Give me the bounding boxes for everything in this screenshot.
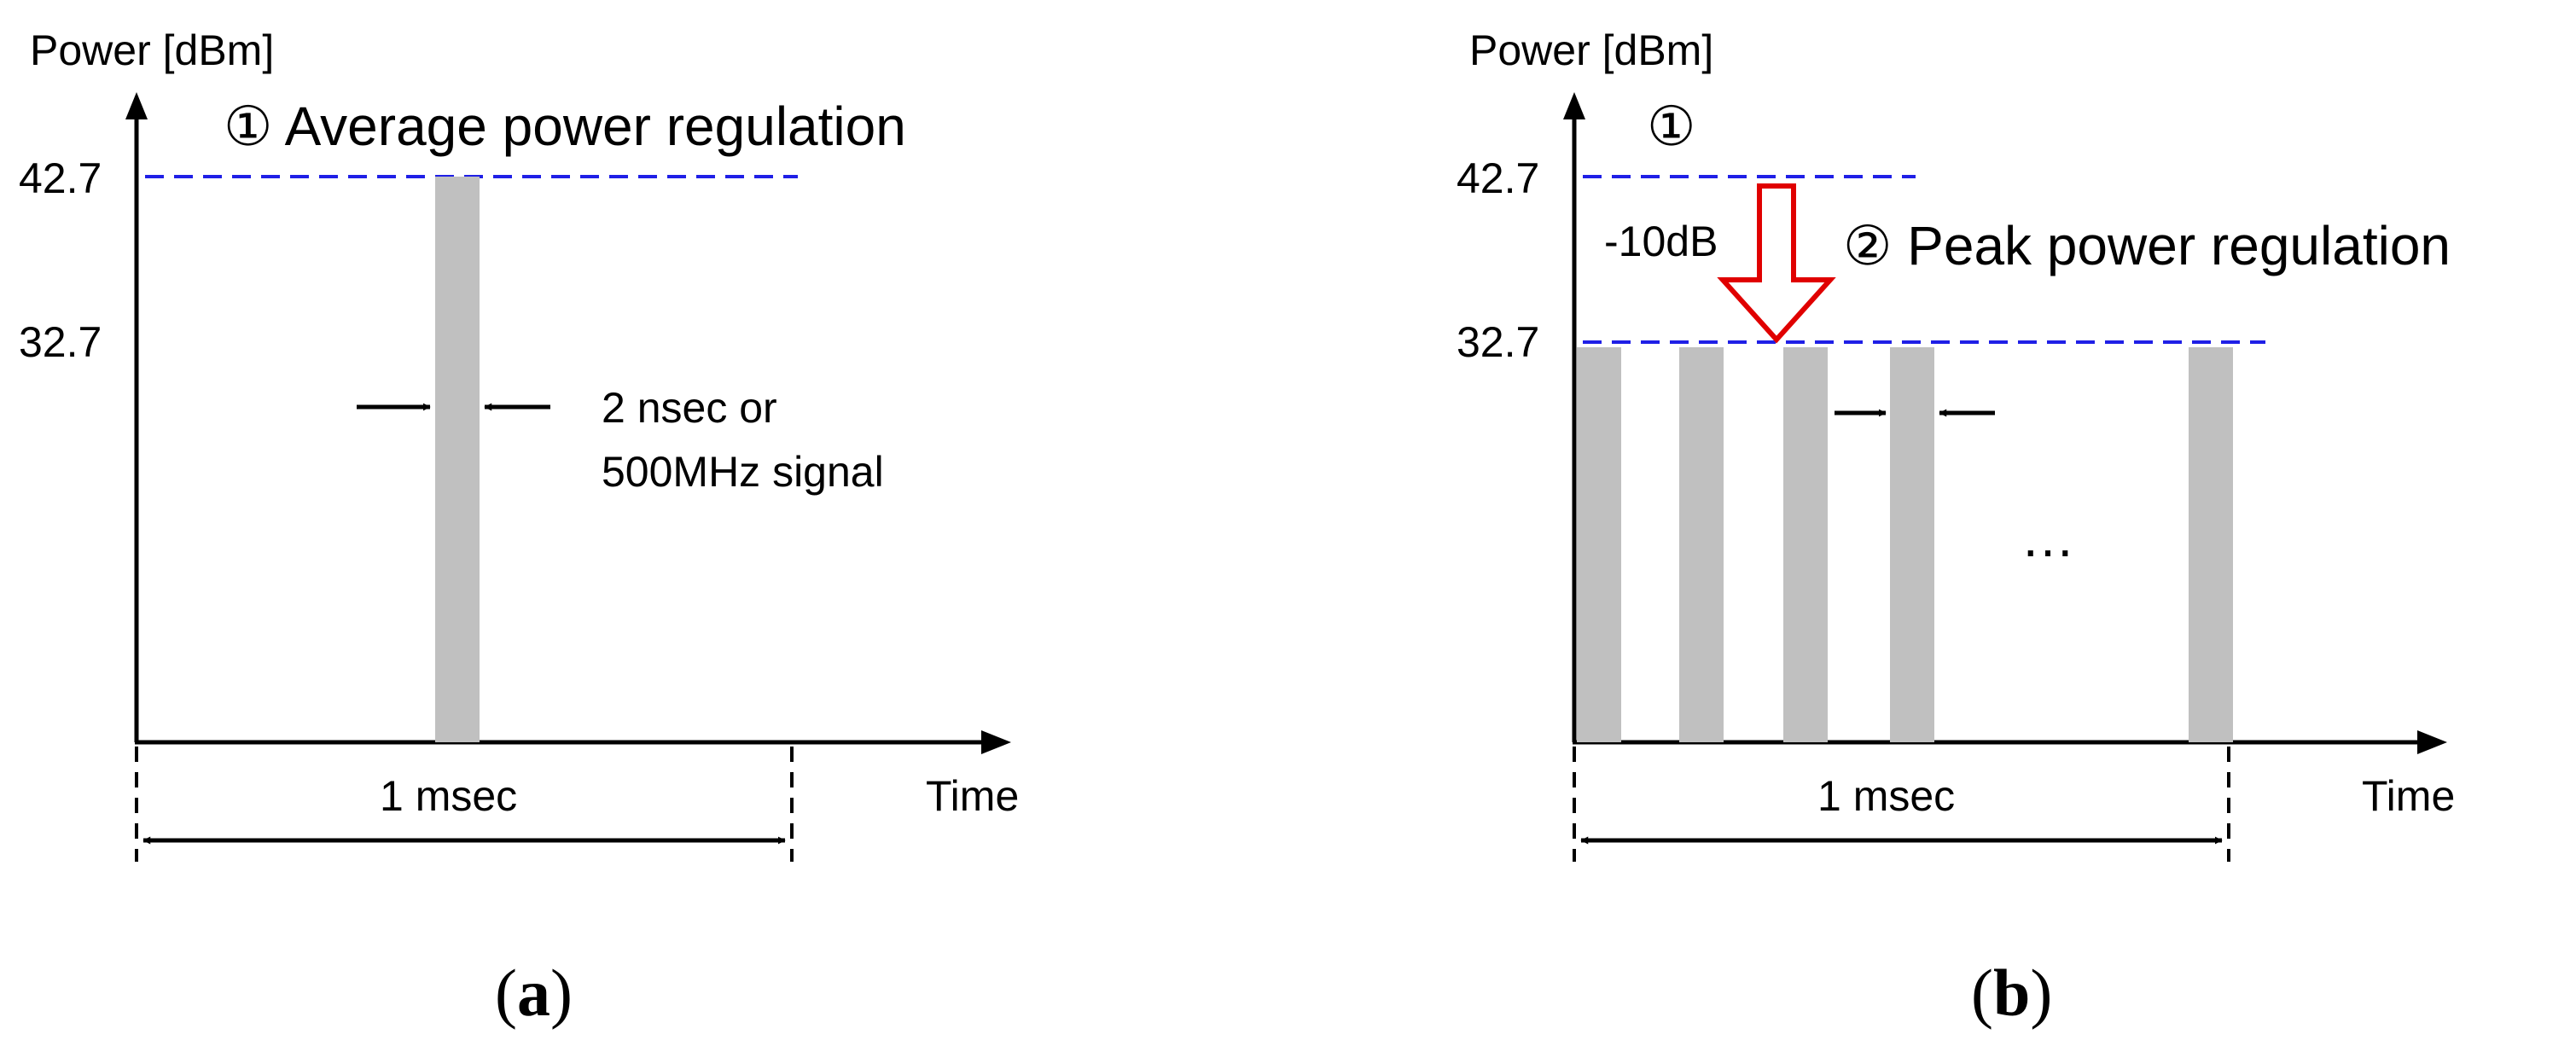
panel-b-tick-42-7: 42.7: [1457, 154, 1539, 202]
panel-b-x-axis-label: Time: [2362, 772, 2455, 820]
panel-b-marker-1: ①: [1647, 96, 1695, 157]
panel-a-duration-label: 1 msec: [380, 772, 517, 820]
panel-b-ellipsis: …: [2021, 507, 2075, 568]
panel-a-x-axis-arrowhead: [981, 730, 1011, 754]
panel-b-pulse-2: [1679, 347, 1724, 742]
panel-b-pulse-3: [1783, 347, 1828, 742]
panel-a-y-axis-label: Power [dBm]: [30, 26, 274, 74]
panel-b-drop-arrow: [1717, 183, 1836, 344]
panel-a-pulse-label-line2: 500MHz signal: [602, 448, 884, 496]
panel-a-caption: (a): [495, 956, 573, 1030]
panel-b-y-axis-label: Power [dBm]: [1469, 26, 1713, 74]
panel-b-x-axis-arrowhead: [2417, 730, 2447, 754]
panel-b-pulse-4: [1890, 347, 1934, 742]
panel-b-drop-label: -10dB: [1604, 218, 1718, 265]
panel-b-regulation-label: ② Peak power regulation: [1843, 215, 2451, 276]
panel-a-pulse: [435, 177, 480, 742]
panel-b: Power [dBm] Time 42.7 32.7 ① -10dB ② Pea…: [1457, 26, 2455, 1030]
panel-b-caption: (b): [1971, 956, 2052, 1030]
panel-a-tick-42-7: 42.7: [19, 154, 102, 202]
panel-a-x-axis-label: Time: [926, 772, 1019, 820]
panel-a: Power [dBm] Time 42.7 32.7 ① Average pow…: [19, 26, 1019, 1030]
panel-a-tick-32-7: 32.7: [19, 318, 102, 366]
panel-b-tick-32-7: 32.7: [1457, 318, 1539, 366]
panel-b-pulse-1: [1577, 347, 1621, 742]
panel-a-pulse-label-line1: 2 nsec or: [602, 384, 777, 432]
panel-b-duration-label: 1 msec: [1817, 772, 1955, 820]
panel-b-pulse-5: [2189, 347, 2233, 742]
panel-b-y-axis-arrowhead: [1563, 92, 1585, 119]
panel-a-regulation-label: ① Average power regulation: [224, 96, 906, 157]
panel-a-y-axis-arrowhead: [125, 92, 148, 119]
